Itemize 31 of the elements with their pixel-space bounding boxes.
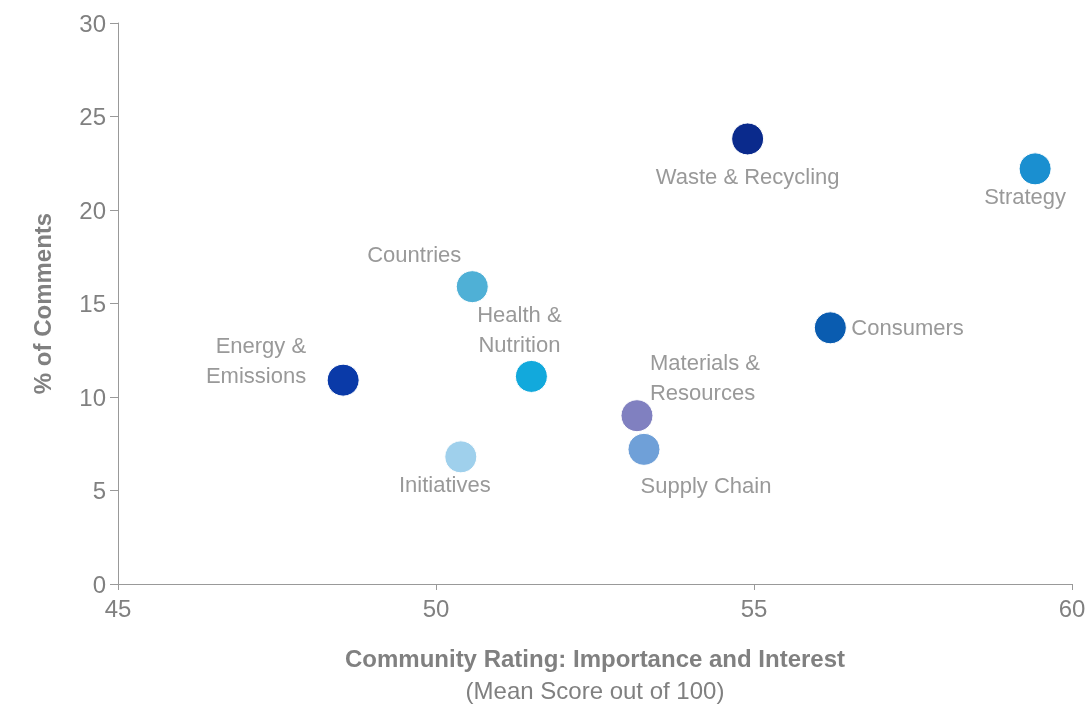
y-tick-label: 5 [92,477,106,504]
y-tick-label: 10 [79,383,106,411]
point [731,122,765,156]
y-tick-label: 30 [79,9,106,37]
annotation: Countries [367,242,462,268]
y-tick-label: 0 [92,570,106,598]
y-tick-label: 15 [79,290,106,317]
y-axis-title: % of Comments [28,212,56,395]
annotation: Initiatives [398,472,491,498]
y-tick-label: 25 [79,103,106,130]
annotation: Consumers [851,315,964,341]
annotation: Waste & Recycling [655,164,840,190]
annotation: Energy & Emissions [205,332,307,388]
point [620,399,654,433]
point [627,432,661,466]
annotation: Materials & Resources [649,350,761,406]
point [455,270,489,304]
x-tick-label: 45 [104,594,132,622]
y-tick-label: 20 [79,196,106,224]
annotation: Supply Chain [640,472,772,498]
x-axis-title: Community Rating: Importance and Interest (Mean Score out of 100) [344,644,846,704]
x-tick-label: 60 [1058,594,1086,622]
annotation: Strategy [984,184,1067,210]
point [444,440,478,474]
x-tick-label: 50 [422,594,450,622]
point [813,311,847,345]
x-tick-label: 55 [740,594,768,622]
point [326,363,360,397]
point [1018,152,1052,186]
point [514,359,548,393]
annotation: Health & Nutrition [477,301,562,357]
